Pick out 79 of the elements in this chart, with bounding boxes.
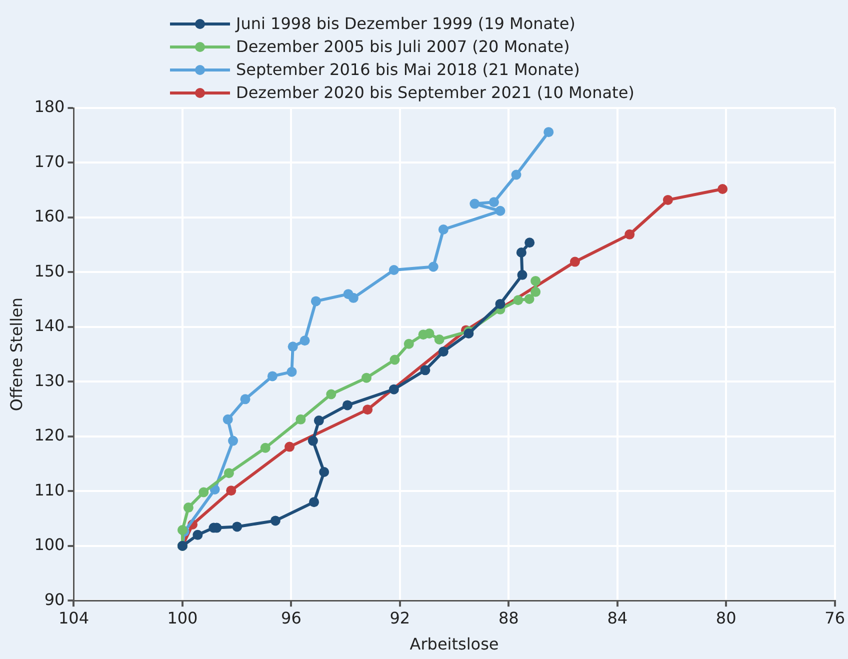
point xyxy=(570,256,580,267)
y-tick-label: 160 xyxy=(34,206,65,226)
point xyxy=(288,342,298,352)
point xyxy=(390,354,400,365)
point xyxy=(388,265,399,276)
y-tick-label: 180 xyxy=(34,97,65,116)
point xyxy=(226,486,236,496)
point xyxy=(362,404,373,415)
x-tick-label: 80 xyxy=(716,608,736,628)
y-tick-label: 150 xyxy=(34,261,65,280)
point xyxy=(286,366,297,377)
point xyxy=(198,487,209,498)
y-tick-label: 170 xyxy=(34,152,65,171)
point xyxy=(284,442,295,452)
y-tick-label: 100 xyxy=(34,535,65,554)
point xyxy=(424,328,434,338)
point xyxy=(662,194,673,205)
point xyxy=(309,497,320,508)
point xyxy=(516,247,526,258)
point xyxy=(438,346,448,357)
point xyxy=(260,442,270,453)
point xyxy=(434,334,444,345)
x-tick-label: 92 xyxy=(390,608,410,628)
point xyxy=(308,436,318,446)
point xyxy=(310,296,321,306)
point xyxy=(300,336,310,346)
x-axis-title: Arbeitslose xyxy=(410,634,499,654)
point xyxy=(192,530,203,540)
point xyxy=(488,197,499,208)
y-tick-label: 110 xyxy=(34,480,65,500)
point xyxy=(326,389,336,400)
point xyxy=(232,522,242,532)
point xyxy=(495,206,506,216)
point xyxy=(517,270,528,280)
point xyxy=(222,414,233,424)
point xyxy=(228,436,238,446)
point xyxy=(511,170,522,180)
x-tick-label: 96 xyxy=(281,608,302,628)
point xyxy=(267,371,278,382)
point xyxy=(513,295,524,306)
x-tick-label: 84 xyxy=(607,608,628,628)
point xyxy=(224,468,234,478)
point xyxy=(270,516,280,526)
point xyxy=(718,184,728,194)
y-tick-label: 140 xyxy=(34,316,65,336)
point xyxy=(470,198,480,209)
point xyxy=(388,384,399,394)
point xyxy=(420,365,430,376)
point xyxy=(342,400,352,410)
x-tick-label: 104 xyxy=(58,608,90,628)
point xyxy=(183,502,194,513)
point xyxy=(348,292,358,303)
point xyxy=(240,394,250,404)
legend-label: September 2016 bis Mai 2018 (21 Monate) xyxy=(236,59,580,81)
x-tick-label: 76 xyxy=(824,608,845,628)
point xyxy=(314,416,324,426)
point xyxy=(524,294,534,304)
point xyxy=(530,276,541,286)
point xyxy=(464,328,474,338)
point xyxy=(624,229,635,240)
point xyxy=(530,286,541,297)
point xyxy=(428,262,438,272)
point xyxy=(296,414,306,424)
point xyxy=(438,224,448,235)
legend-label: Dezember 2020 bis September 2021 (10 Monate) xyxy=(236,82,634,104)
point xyxy=(361,372,372,383)
x-tick-label: 100 xyxy=(167,608,198,628)
y-axis-title: Offene Stellen xyxy=(6,297,26,412)
x-tick-label: 88 xyxy=(498,608,519,628)
y-tick-label: 130 xyxy=(34,370,65,390)
point xyxy=(544,127,554,138)
y-tick-label: 90 xyxy=(44,590,65,609)
point xyxy=(404,338,414,349)
legend-label: Juni 1998 bis Dezember 1999 (19 Monate) xyxy=(236,13,576,35)
point xyxy=(319,466,330,477)
legend-label: Dezember 2005 bis Juli 2007 (20 Monate) xyxy=(236,36,570,58)
y-tick-label: 120 xyxy=(34,426,65,445)
point xyxy=(524,238,535,248)
point xyxy=(495,298,506,309)
